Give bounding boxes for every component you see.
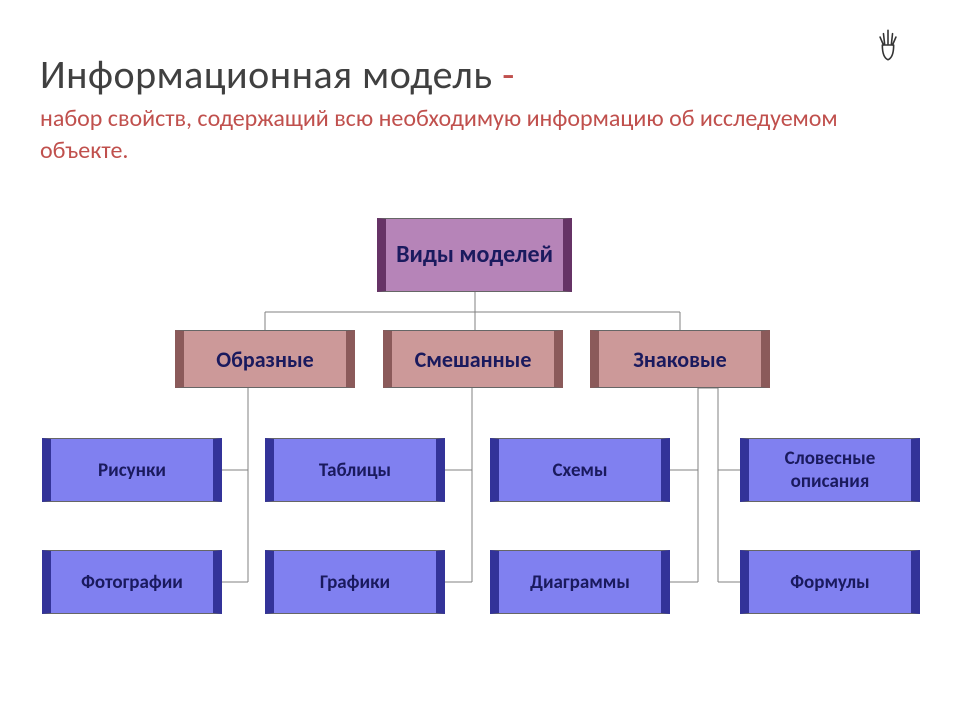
hierarchy-diagram: Виды моделей Образные Смешанные Знаковые… [0, 0, 960, 720]
node-smeshannye: Смешанные [383, 330, 563, 388]
node-label: Фотографии [81, 571, 183, 594]
node-label: Смешанные [415, 346, 532, 373]
node-label: Диаграммы [530, 571, 630, 594]
node-label: Таблицы [319, 459, 391, 482]
node-risunki: Рисунки [42, 438, 222, 502]
node-label: Словесные описания [749, 447, 911, 493]
hand-icon [874, 28, 902, 62]
node-znakovye: Знаковые [590, 330, 770, 388]
node-skhemy: Схемы [490, 438, 670, 502]
node-grafiki: Графики [265, 550, 445, 614]
node-label: Рисунки [98, 459, 166, 482]
node-slovesnye-opisaniya: Словесные описания [740, 438, 920, 502]
node-label: Знаковые [633, 346, 726, 373]
node-root: Виды моделей [377, 218, 572, 292]
node-root-label: Виды моделей [396, 241, 553, 270]
node-tablitsy: Таблицы [265, 438, 445, 502]
node-label: Формулы [790, 571, 869, 594]
node-label: Графики [320, 571, 390, 594]
node-label: Образные [216, 346, 313, 373]
node-formuly: Формулы [740, 550, 920, 614]
node-obraznye: Образные [175, 330, 355, 388]
node-label: Схемы [553, 459, 608, 482]
node-fotografii: Фотографии [42, 550, 222, 614]
node-diagrammy: Диаграммы [490, 550, 670, 614]
